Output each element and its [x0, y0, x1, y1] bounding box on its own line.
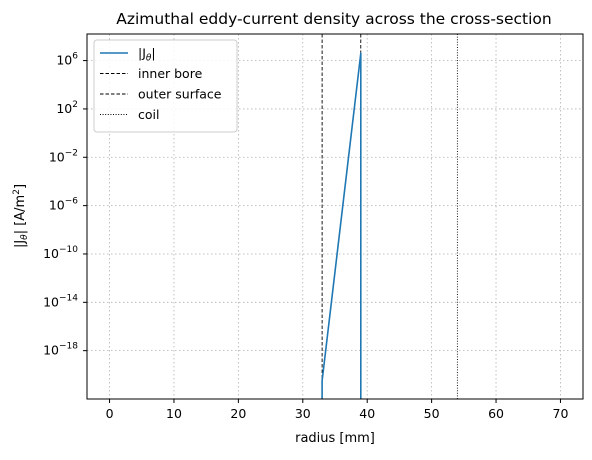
y-axis-label: |Jθ| [A/m2] [12, 184, 30, 248]
y-tick-label: 10−2 [49, 148, 78, 164]
reference-lines [321, 34, 458, 399]
y-axis-ticks: 106 102 10−2 10−6 10−10 10−14 10−18 [43, 52, 87, 358]
x-tick-label: 0 [106, 406, 114, 421]
x-tick-label: 70 [553, 406, 569, 421]
x-tick-label: 60 [488, 406, 504, 421]
legend: |Jθ| inner bore outer surface coil [93, 39, 238, 133]
x-tick-label: 50 [424, 406, 440, 421]
legend-label: coil [138, 107, 159, 122]
x-tick-label: 30 [295, 406, 311, 421]
legend-label: outer surface [138, 87, 222, 102]
chart-title: Azimuthal eddy-current density across th… [116, 10, 552, 28]
plot-frame [86, 33, 584, 400]
y-tick-label: 10−14 [43, 293, 78, 309]
legend-label: |Jθ| [138, 46, 156, 64]
y-tick-label: 10−18 [43, 342, 78, 358]
y-tick-label: 10−6 [49, 197, 78, 213]
x-axis-ticks: 0 10 20 30 40 50 60 70 [106, 399, 569, 421]
y-tick-label: 10−10 [43, 245, 78, 261]
grid [87, 34, 583, 399]
x-tick-label: 40 [359, 406, 375, 421]
y-tick-label: 106 [56, 52, 78, 68]
x-axis-label: radius [mm] [295, 431, 375, 446]
legend-box [93, 39, 238, 133]
x-tick-label: 20 [230, 406, 246, 421]
legend-label: inner bore [138, 66, 203, 81]
series-layer [321, 52, 362, 399]
y-tick-label: 102 [56, 100, 78, 116]
series-line [321, 52, 362, 399]
x-tick-label: 10 [166, 406, 182, 421]
